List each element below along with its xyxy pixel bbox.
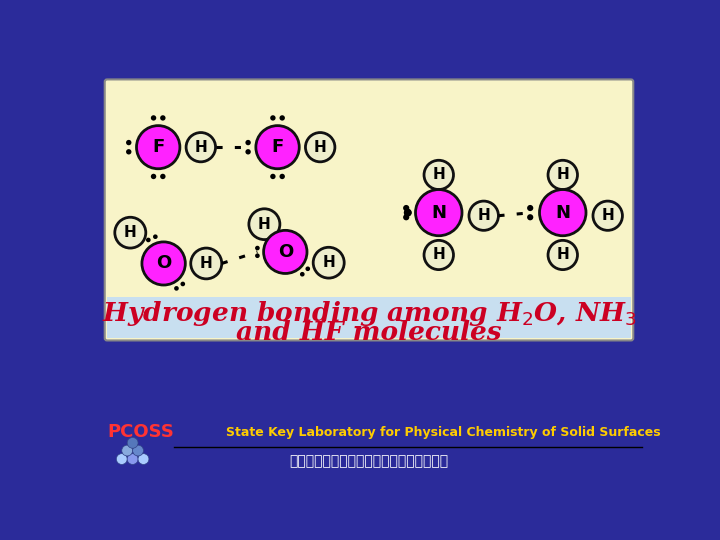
Circle shape bbox=[126, 149, 132, 154]
Circle shape bbox=[270, 174, 276, 179]
Text: F: F bbox=[271, 138, 284, 156]
Circle shape bbox=[153, 234, 158, 239]
Circle shape bbox=[142, 242, 185, 285]
Circle shape bbox=[138, 454, 149, 464]
Circle shape bbox=[150, 115, 156, 120]
Circle shape bbox=[404, 209, 412, 217]
Circle shape bbox=[593, 201, 622, 231]
Text: H: H bbox=[200, 256, 212, 271]
Text: PCOSS: PCOSS bbox=[107, 423, 174, 441]
Circle shape bbox=[150, 174, 156, 179]
Text: H: H bbox=[601, 208, 614, 223]
Circle shape bbox=[305, 132, 335, 162]
Circle shape bbox=[132, 445, 143, 456]
Text: H: H bbox=[194, 140, 207, 154]
Circle shape bbox=[146, 238, 150, 242]
Circle shape bbox=[160, 174, 166, 179]
Text: H: H bbox=[314, 140, 327, 154]
Text: O: O bbox=[156, 254, 171, 273]
FancyBboxPatch shape bbox=[104, 79, 634, 340]
Circle shape bbox=[255, 253, 260, 258]
Text: H: H bbox=[433, 167, 445, 183]
Circle shape bbox=[313, 247, 344, 278]
Text: H: H bbox=[477, 208, 490, 223]
Text: N: N bbox=[431, 204, 446, 221]
Text: H: H bbox=[433, 247, 445, 262]
Circle shape bbox=[117, 454, 127, 464]
Bar bbox=[107, 298, 631, 338]
Text: H: H bbox=[557, 167, 569, 183]
Circle shape bbox=[246, 149, 251, 154]
Text: and HF molecules: and HF molecules bbox=[236, 320, 502, 345]
Text: O: O bbox=[278, 243, 293, 261]
Circle shape bbox=[174, 286, 179, 291]
Circle shape bbox=[264, 231, 307, 273]
Text: F: F bbox=[152, 138, 164, 156]
Circle shape bbox=[548, 160, 577, 190]
Circle shape bbox=[160, 115, 166, 120]
Text: 厕门大学固体表面物理化学国家重点实验室: 厕门大学固体表面物理化学国家重点实验室 bbox=[289, 454, 449, 468]
Circle shape bbox=[246, 140, 251, 145]
Text: H: H bbox=[323, 255, 335, 270]
Text: H: H bbox=[258, 217, 271, 232]
Circle shape bbox=[270, 115, 276, 120]
Text: H: H bbox=[557, 247, 569, 262]
Circle shape bbox=[191, 248, 222, 279]
Circle shape bbox=[186, 132, 215, 162]
Circle shape bbox=[424, 160, 454, 190]
Circle shape bbox=[114, 217, 145, 248]
Circle shape bbox=[469, 201, 498, 231]
Circle shape bbox=[415, 190, 462, 236]
Text: N: N bbox=[555, 204, 570, 221]
Circle shape bbox=[527, 214, 534, 220]
Circle shape bbox=[403, 214, 409, 220]
Circle shape bbox=[255, 246, 260, 251]
Circle shape bbox=[249, 209, 280, 240]
Text: Hydrogen bonding among H$_2$O, NH$_3$: Hydrogen bonding among H$_2$O, NH$_3$ bbox=[102, 299, 636, 328]
Circle shape bbox=[137, 126, 180, 168]
Circle shape bbox=[279, 174, 285, 179]
Circle shape bbox=[527, 205, 534, 211]
Circle shape bbox=[548, 240, 577, 269]
Text: State Key Laboratory for Physical Chemistry of Solid Surfaces: State Key Laboratory for Physical Chemis… bbox=[225, 426, 660, 438]
Circle shape bbox=[181, 282, 185, 286]
Circle shape bbox=[256, 126, 300, 168]
Circle shape bbox=[404, 209, 412, 217]
Circle shape bbox=[127, 454, 138, 464]
Circle shape bbox=[305, 266, 310, 271]
Circle shape bbox=[539, 190, 586, 236]
Circle shape bbox=[127, 437, 138, 448]
Circle shape bbox=[300, 272, 305, 276]
Circle shape bbox=[279, 115, 285, 120]
Circle shape bbox=[122, 445, 132, 456]
Text: H: H bbox=[124, 225, 137, 240]
Circle shape bbox=[424, 240, 454, 269]
Circle shape bbox=[126, 140, 132, 145]
Circle shape bbox=[403, 205, 409, 211]
